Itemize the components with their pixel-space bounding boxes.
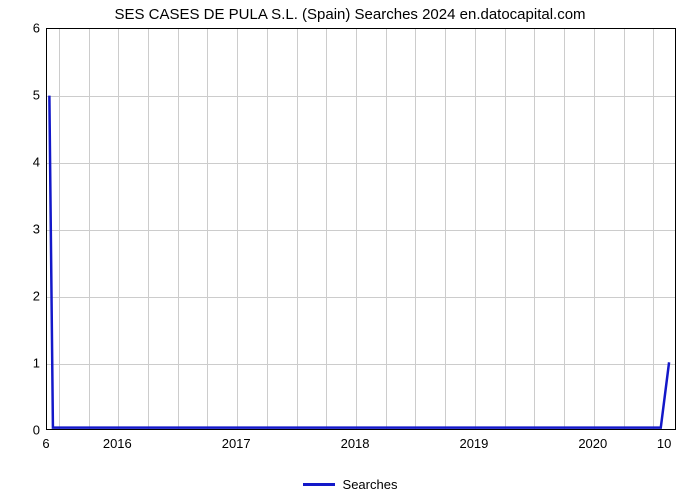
data-line — [47, 29, 675, 429]
y-tick-label: 3 — [10, 222, 40, 237]
x-tick-label: 2019 — [459, 436, 488, 451]
y-tick-label: 2 — [10, 289, 40, 304]
y-tick-label: 1 — [10, 356, 40, 371]
y-tick-label: 5 — [10, 88, 40, 103]
chart-container: SES CASES DE PULA S.L. (Spain) Searches … — [0, 0, 700, 500]
chart-title: SES CASES DE PULA S.L. (Spain) Searches … — [0, 6, 700, 23]
secondary-x-left-label: 6 — [42, 436, 49, 451]
x-tick-label: 2018 — [341, 436, 370, 451]
legend-label: Searches — [343, 477, 398, 492]
secondary-x-right-label: 10 — [657, 436, 671, 451]
x-tick-label: 2016 — [103, 436, 132, 451]
y-tick-label: 6 — [10, 21, 40, 36]
y-tick-label: 4 — [10, 155, 40, 170]
plot-area — [46, 28, 676, 430]
y-tick-label: 0 — [10, 423, 40, 438]
x-tick-label: 2017 — [222, 436, 251, 451]
legend-swatch — [303, 483, 335, 486]
x-tick-label: 2020 — [578, 436, 607, 451]
legend: Searches — [0, 477, 700, 492]
